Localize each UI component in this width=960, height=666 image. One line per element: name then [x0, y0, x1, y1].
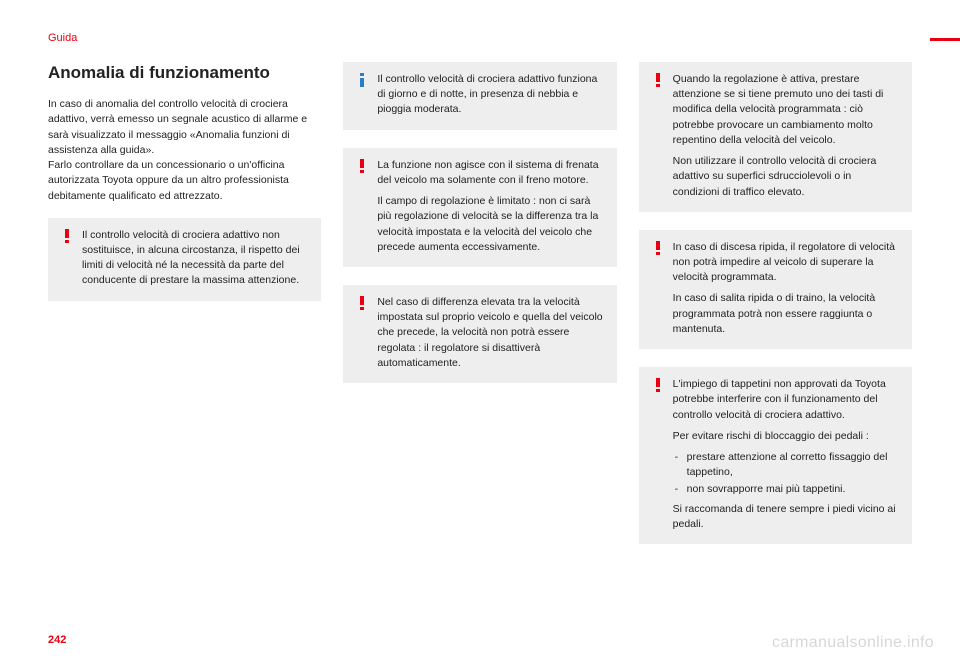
- callout-text: Il controllo velocità di crociera adatti…: [82, 228, 309, 289]
- list-item: non sovrapporre mai più tappetini.: [673, 482, 900, 497]
- para: La funzione non agisce con il sistema di…: [377, 158, 604, 188]
- page-content: Guida Anomalia di funzionamento In caso …: [0, 0, 960, 582]
- callout-warning: L'impiego di tappetini non approvati da …: [639, 367, 912, 544]
- list-item: prestare attenzione al corretto fissaggi…: [673, 450, 900, 480]
- warning-icon: [355, 295, 369, 371]
- para: L'impiego di tappetini non approvati da …: [673, 377, 900, 423]
- callout-text: Nel caso di differenza elevata tra la ve…: [377, 295, 604, 371]
- callout-text: Quando la regolazione è attiva, prestare…: [673, 72, 900, 200]
- para: In caso di discesa ripida, il regolatore…: [673, 240, 900, 286]
- callout-text: L'impiego di tappetini non approvati da …: [673, 377, 900, 532]
- warning-icon: [651, 240, 665, 337]
- callout-info: Il controllo velocità di crociera adatti…: [343, 62, 616, 130]
- intro-text: In caso di anomalia del controllo veloci…: [48, 97, 321, 204]
- para: Il campo di regolazione è limitato : non…: [377, 194, 604, 255]
- callout-warning: Nel caso di differenza elevata tra la ve…: [343, 285, 616, 383]
- page-number: 242: [48, 634, 66, 646]
- callout-text: Il controllo velocità di crociera adatti…: [377, 72, 604, 118]
- info-icon: [355, 72, 369, 118]
- warning-icon: [355, 158, 369, 255]
- column-3: Quando la regolazione è attiva, prestare…: [639, 62, 912, 562]
- column-2: Il controllo velocità di crociera adatti…: [343, 62, 616, 562]
- callout-warning: La funzione non agisce con il sistema di…: [343, 148, 616, 267]
- column-1: Anomalia di funzionamento In caso di ano…: [48, 62, 321, 562]
- para: Quando la regolazione è attiva, prestare…: [673, 72, 900, 148]
- section-label: Guida: [48, 32, 912, 44]
- warning-icon: [651, 72, 665, 200]
- callout-text: In caso di discesa ripida, il regolatore…: [673, 240, 900, 337]
- para: Si raccomanda di tenere sempre i piedi v…: [673, 502, 900, 532]
- watermark: carmanualsonline.info: [772, 634, 934, 652]
- para: In caso di salita ripida o di traino, la…: [673, 291, 900, 337]
- bullet-list: prestare attenzione al corretto fissaggi…: [673, 450, 900, 498]
- para: Non utilizzare il controllo velocità di …: [673, 154, 900, 200]
- warning-icon: [651, 377, 665, 532]
- warning-icon: [60, 228, 74, 289]
- callout-warning: Il controllo velocità di crociera adatti…: [48, 218, 321, 301]
- callout-warning: In caso di discesa ripida, il regolatore…: [639, 230, 912, 349]
- para: Per evitare rischi di bloccaggio dei ped…: [673, 429, 900, 444]
- callout-warning: Quando la regolazione è attiva, prestare…: [639, 62, 912, 212]
- heading: Anomalia di funzionamento: [48, 62, 321, 83]
- accent-bar: [930, 38, 960, 41]
- callout-text: La funzione non agisce con il sistema di…: [377, 158, 604, 255]
- columns: Anomalia di funzionamento In caso di ano…: [48, 62, 912, 562]
